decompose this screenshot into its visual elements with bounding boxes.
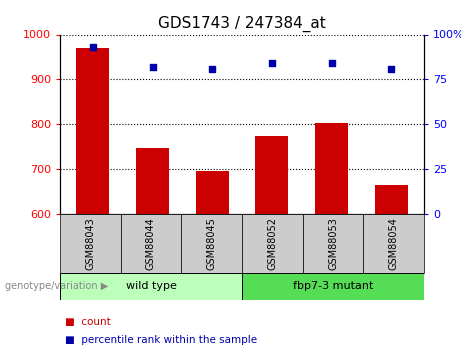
Bar: [242, 273, 424, 300]
Bar: [315, 123, 348, 214]
Bar: [136, 148, 169, 214]
Text: genotype/variation ▶: genotype/variation ▶: [5, 282, 108, 291]
Point: [89, 44, 96, 50]
Bar: [77, 48, 109, 214]
Text: ■  count: ■ count: [65, 317, 110, 327]
Bar: [363, 214, 424, 273]
Point: [388, 66, 395, 71]
Bar: [181, 214, 242, 273]
Point: [149, 64, 156, 70]
Text: wild type: wild type: [125, 282, 177, 291]
Text: ■  percentile rank within the sample: ■ percentile rank within the sample: [65, 335, 257, 345]
Bar: [303, 214, 363, 273]
Bar: [196, 171, 229, 214]
Text: GSM88044: GSM88044: [146, 217, 156, 269]
Bar: [121, 214, 181, 273]
Text: GSM88054: GSM88054: [389, 217, 399, 270]
Text: fbp7-3 mutant: fbp7-3 mutant: [293, 282, 373, 291]
Text: GSM88052: GSM88052: [267, 217, 278, 270]
Text: GSM88045: GSM88045: [207, 217, 217, 270]
Bar: [375, 185, 408, 214]
Title: GDS1743 / 247384_at: GDS1743 / 247384_at: [158, 16, 326, 32]
Bar: [60, 214, 121, 273]
Text: GSM88043: GSM88043: [85, 217, 95, 269]
Text: GSM88053: GSM88053: [328, 217, 338, 270]
Bar: [242, 214, 303, 273]
Point: [328, 60, 335, 66]
Bar: [60, 273, 242, 300]
Bar: [255, 136, 288, 214]
Point: [268, 60, 276, 66]
Point: [208, 66, 216, 71]
